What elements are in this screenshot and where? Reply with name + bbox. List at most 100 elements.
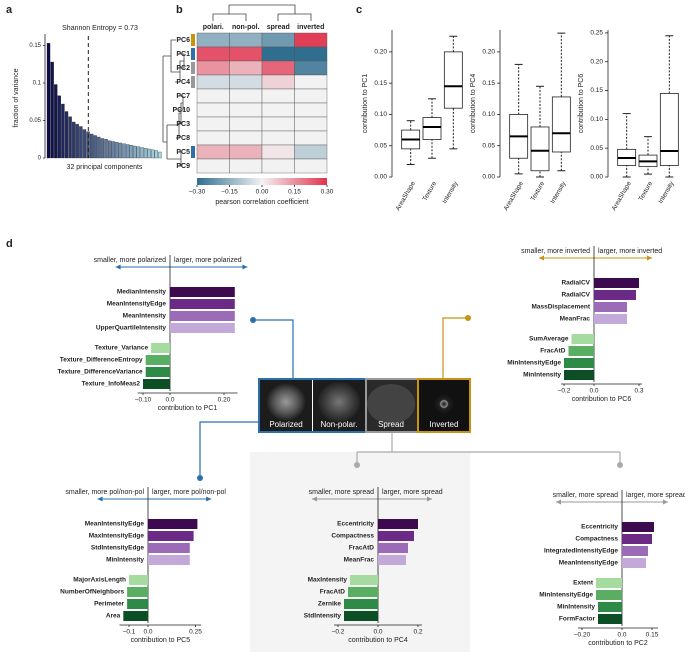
colorbar-tick-label: 0.30 [321, 189, 334, 196]
y-tick-label: 0.10 [374, 111, 387, 118]
feature-label: MeanIntensityEdge [107, 301, 167, 308]
bar [75, 124, 79, 159]
heat-cell [261, 74, 295, 90]
bar [148, 555, 190, 565]
feature-label: Area [106, 613, 121, 620]
panel-label: b [176, 4, 183, 16]
heat-cell [294, 116, 328, 132]
row-label: PC1 [176, 51, 190, 58]
row-label: PC8 [176, 135, 190, 142]
bar [348, 587, 378, 597]
x-tick-label: −0.2 [332, 629, 345, 636]
heat-cell [261, 88, 295, 104]
feature-label: FracAtD [349, 545, 375, 552]
row-bar [191, 34, 195, 46]
column-label: polari. [203, 24, 224, 31]
feature-label: Eccentricity [337, 521, 374, 528]
bar [344, 599, 378, 609]
bar [622, 534, 652, 544]
heat-cell [229, 130, 263, 146]
bar [125, 144, 130, 159]
left-note: smaller, more spread [309, 489, 374, 496]
bar [598, 614, 622, 624]
heat-cell [196, 88, 230, 104]
column-dendrogram [212, 4, 312, 21]
bar [127, 587, 148, 597]
x-tick-label: 0.0 [165, 397, 174, 404]
feature-label: MeanIntensity [123, 313, 167, 320]
y-tick-label: 0.15 [590, 87, 603, 94]
feature-label: MinIntensity [106, 557, 144, 564]
feature-label: MinIntensity [523, 372, 561, 379]
bar [61, 103, 65, 159]
colorbar-tick-label: −0.15 [221, 189, 238, 196]
heat-cell [196, 144, 230, 160]
bar [107, 140, 112, 159]
bar [622, 558, 646, 568]
bar [170, 311, 235, 321]
feature-label: FormFactor [559, 616, 596, 623]
left-note: smaller, more spread [553, 492, 618, 499]
heat-cell [294, 32, 328, 48]
heat-cell [294, 102, 328, 118]
x-tick-label: −0.20 [574, 632, 591, 639]
feature-label: MeanIntensityEdge [559, 560, 619, 567]
left-note: smaller, more inverted [521, 248, 590, 255]
feature-label: Texture_DifferenceVariance [58, 369, 144, 376]
bar [148, 519, 198, 529]
heat-cell [261, 144, 295, 160]
x-tick-label: −0.10 [135, 397, 152, 404]
feature-label: Compactness [331, 533, 374, 540]
heat-cell [261, 116, 295, 132]
feature-label: RadialCV [561, 292, 590, 299]
bar [598, 602, 622, 612]
feature-label: StdIntensity [304, 613, 342, 620]
y-tick-label: 0.10 [482, 111, 495, 118]
row-label: PC2 [176, 65, 190, 72]
row-dendrogram [162, 39, 185, 167]
heat-cell [196, 46, 230, 62]
bar [100, 138, 105, 159]
bar [594, 290, 636, 300]
y-tick-label: 0.00 [590, 174, 603, 181]
row-label: PC6 [176, 37, 190, 44]
x-axis-label: contribution to PC1 [158, 405, 218, 412]
y-tick-label: 0.00 [482, 174, 495, 181]
x-axis-label: contribution to PC6 [572, 396, 632, 403]
y-tick-label: 0.10 [590, 116, 603, 123]
colorbar-tick-label: 0.15 [288, 189, 301, 196]
x-axis-label: 32 principal components [67, 164, 143, 171]
heat-cell [294, 74, 328, 90]
left-note: smaller, more polarized [94, 257, 166, 264]
y-tick-label: 0.15 [29, 43, 41, 49]
arrow-head [647, 255, 652, 261]
bar [57, 95, 61, 159]
x-axis-label: contribution to PC4 [348, 637, 408, 644]
row-label: PC7 [176, 93, 190, 100]
x-tick-label: 0.3 [634, 388, 643, 395]
column-label: inverted [297, 24, 324, 31]
x-tick-label: AreaShape [395, 180, 418, 212]
bar [378, 543, 408, 553]
bar [143, 379, 170, 389]
bar [54, 84, 58, 159]
image-label: Polarized [269, 420, 302, 429]
x-axis-label: contribution to PC2 [588, 640, 648, 647]
image-label: Inverted [430, 420, 459, 429]
y-tick-label: 0 [38, 156, 42, 162]
row-bar [191, 48, 195, 60]
arrow-head [242, 264, 248, 270]
arrow-head [115, 264, 121, 270]
y-tick-label: 0.05 [29, 118, 41, 124]
heat-cell [229, 116, 263, 132]
y-tick-label: 0.05 [590, 145, 603, 152]
feature-label: FracAtD [320, 589, 346, 596]
right-note: larger, more inverted [598, 248, 662, 255]
bar [89, 133, 94, 159]
right-note: larger, more spread [382, 489, 443, 496]
x-tick-label: −0.2 [558, 388, 571, 395]
bar [72, 121, 76, 159]
x-tick-label: Texture [421, 180, 438, 202]
bar [122, 143, 126, 159]
heat-cell [196, 102, 230, 118]
